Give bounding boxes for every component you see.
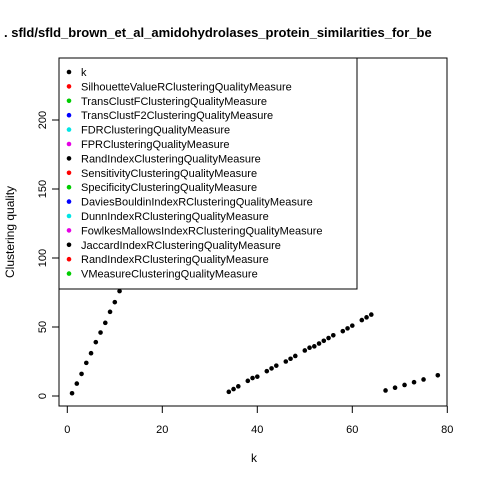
y-tick-label: 150 bbox=[37, 180, 49, 198]
x-tick-label: 80 bbox=[441, 424, 453, 436]
data-point bbox=[264, 368, 270, 374]
y-axis: 0 50 100 150 200 bbox=[37, 111, 60, 399]
data-point bbox=[293, 353, 298, 359]
data-point bbox=[117, 288, 122, 294]
legend-marker bbox=[66, 98, 72, 104]
data-point bbox=[74, 381, 80, 386]
legend-item: TransClustF2ClusteringQualityMeasure bbox=[81, 110, 273, 122]
legend-item: RandIndexClusteringQualityMeasure bbox=[81, 153, 261, 165]
data-point bbox=[231, 386, 236, 392]
data-point bbox=[236, 384, 241, 389]
data-point bbox=[369, 312, 374, 317]
data-point bbox=[245, 378, 251, 384]
data-point bbox=[69, 390, 75, 396]
x-tick-label: 0 bbox=[64, 424, 70, 436]
data-point bbox=[283, 359, 289, 364]
data-point bbox=[359, 317, 365, 323]
data-point bbox=[350, 323, 355, 328]
legend-item: TransClustFClusteringQualityMeasure bbox=[81, 96, 267, 108]
data-point bbox=[84, 360, 89, 366]
data-point bbox=[331, 332, 336, 338]
legend-item: FPRClusteringQualityMeasure bbox=[81, 139, 230, 151]
data-point bbox=[103, 320, 108, 326]
data-point bbox=[302, 348, 308, 353]
data-point bbox=[274, 363, 279, 368]
legend: k SilhouetteValueRClusteringQualityMeasur… bbox=[58, 57, 358, 290]
data-point bbox=[345, 326, 350, 331]
x-axis-label: k bbox=[251, 451, 258, 465]
data-point bbox=[88, 350, 94, 356]
legend-marker bbox=[66, 141, 72, 147]
data-point bbox=[250, 375, 255, 381]
x-tick-label: 60 bbox=[346, 424, 358, 436]
legend-marker bbox=[66, 228, 72, 233]
data-point bbox=[288, 356, 293, 362]
legend-item: k bbox=[81, 67, 87, 79]
x-tick-label: 40 bbox=[251, 424, 263, 436]
data-point bbox=[312, 344, 317, 349]
data-point bbox=[98, 330, 103, 335]
data-point bbox=[321, 338, 327, 344]
legend-box bbox=[58, 57, 358, 290]
legend-item: FowlkesMallowsIndexRClusteringQualityMea… bbox=[81, 225, 322, 237]
data-points bbox=[69, 288, 441, 396]
legend-item: SensitivityClusteringQualityMeasure bbox=[81, 168, 257, 180]
y-axis-label: Clustering quality bbox=[3, 186, 17, 278]
legend-item: FDRClusteringQualityMeasure bbox=[81, 125, 230, 137]
legend-marker bbox=[66, 156, 72, 161]
data-point bbox=[402, 382, 407, 388]
data-point bbox=[340, 328, 346, 334]
data-point bbox=[316, 341, 322, 346]
data-point bbox=[364, 315, 369, 320]
legend-marker bbox=[66, 127, 72, 132]
x-tick-label: 20 bbox=[156, 424, 168, 436]
data-point bbox=[392, 385, 398, 391]
data-point bbox=[307, 345, 312, 351]
legend-item: RandIndexRClusteringQualityMeasure bbox=[81, 254, 269, 266]
legend-marker bbox=[66, 242, 72, 248]
data-point bbox=[269, 366, 274, 371]
legend-marker bbox=[66, 213, 72, 219]
legend-marker bbox=[66, 112, 72, 118]
legend-item: VMeasureClusteringQualityMeasure bbox=[81, 269, 258, 281]
data-point bbox=[93, 339, 99, 345]
data-point bbox=[411, 379, 417, 385]
legend-marker bbox=[66, 256, 72, 262]
data-point bbox=[383, 388, 388, 393]
legend-item: DaviesBouldinIndexRClusteringQualityMeas… bbox=[81, 197, 313, 209]
legend-marker bbox=[66, 170, 72, 176]
x-axis: 0 20 40 60 80 bbox=[64, 405, 453, 436]
data-point bbox=[226, 389, 232, 395]
legend-item: DunnIndexRClusteringQualityMeasure bbox=[81, 211, 269, 223]
legend-marker bbox=[66, 84, 72, 89]
data-point bbox=[107, 309, 113, 315]
y-tick-label: 0 bbox=[37, 393, 49, 399]
y-tick-label: 100 bbox=[37, 249, 49, 267]
data-point bbox=[79, 371, 84, 377]
data-point bbox=[435, 373, 441, 378]
data-point bbox=[254, 374, 260, 379]
legend-marker bbox=[66, 199, 72, 204]
legend-marker bbox=[66, 184, 72, 190]
legend-item: SilhouetteValueRClusteringQualityMeasure bbox=[81, 81, 292, 93]
legend-marker bbox=[66, 271, 72, 276]
legend-marker bbox=[66, 69, 72, 75]
legend-item: JaccardIndexRClusteringQualityMeasure bbox=[81, 240, 281, 252]
y-tick-label: 200 bbox=[37, 111, 49, 129]
chart-title: . sfld/sfld_brown_et_al_amidohydrolases_… bbox=[4, 25, 432, 40]
y-tick-label: 50 bbox=[37, 321, 49, 333]
data-point bbox=[326, 335, 331, 341]
data-point bbox=[112, 299, 118, 305]
data-point bbox=[421, 377, 426, 382]
legend-item: SpecificityClusteringQualityMeasure bbox=[81, 182, 257, 194]
